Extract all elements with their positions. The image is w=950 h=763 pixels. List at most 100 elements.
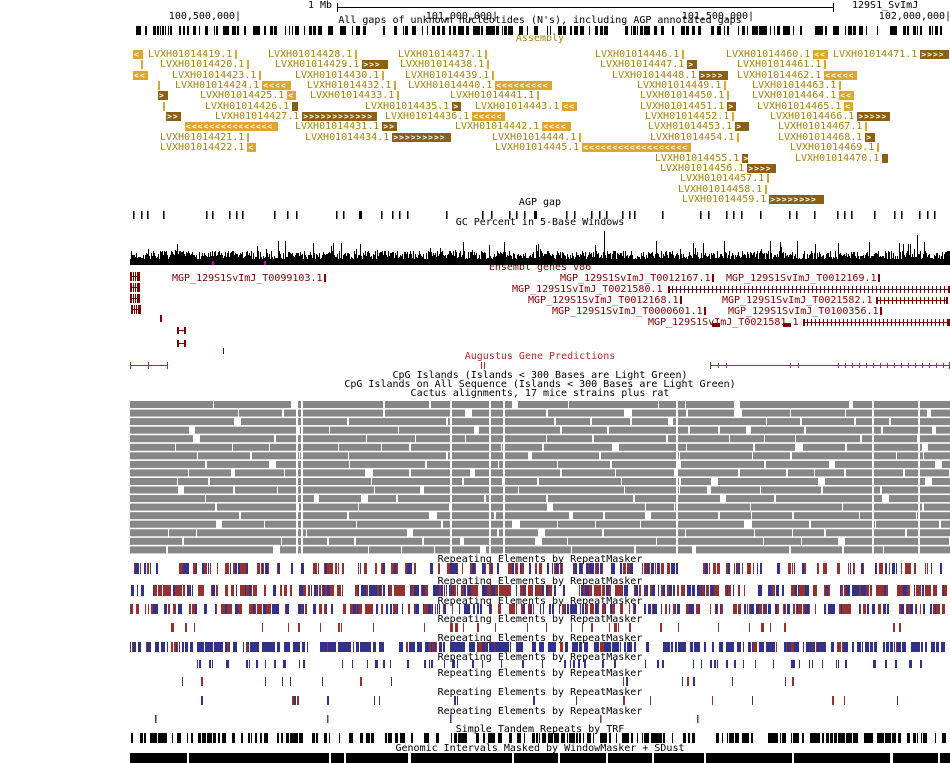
gene-small-glyph[interactable] (177, 340, 186, 347)
assembly-item-label[interactable]: LVXH01014453.1 (648, 121, 733, 132)
assembly-item-bar[interactable]: >> (382, 122, 398, 131)
gene-item-label[interactable]: MGP_129S1SvImJ_T0021582.1 (722, 295, 873, 306)
assembly-item-bar[interactable] (485, 50, 488, 59)
gc-percent-track[interactable] (130, 231, 950, 265)
assembly-item-label[interactable]: LVXH01014451.1 (640, 101, 725, 112)
assembly-item-bar[interactable] (537, 91, 540, 100)
assembly-item-label[interactable]: LVXH01014422.1 (160, 142, 245, 153)
assembly-item-bar[interactable]: >>>>> (857, 112, 891, 121)
assembly-item-label[interactable]: LVXH01014454.1 (650, 132, 735, 143)
assembly-item-bar[interactable] (247, 133, 250, 142)
assembly-item-bar[interactable] (724, 81, 727, 90)
gene-edge-glyph[interactable] (130, 283, 140, 292)
assembly-item-label[interactable]: LVXH01014468.1 (778, 132, 863, 143)
assembly-item-bar[interactable] (839, 81, 842, 90)
all-gaps-track[interactable] (130, 26, 950, 35)
assembly-item-bar[interactable]: <<<<< (824, 71, 858, 80)
assembly-item-label[interactable]: LVXH01014442.1 (455, 121, 540, 132)
gene-item-label[interactable]: MGP_129S1SvImJ_T0012168.1 (528, 295, 679, 306)
gene-structure[interactable] (803, 319, 950, 326)
assembly-item-label[interactable]: LVXH01014459.1 (682, 194, 767, 205)
assembly-item-label[interactable]: LVXH01014421.1 (160, 132, 245, 143)
assembly-item-label[interactable]: LVXH01014444.1 (492, 132, 577, 143)
assembly-item-label[interactable]: LVXH01014439.1 (405, 70, 490, 81)
assembly-item-bar[interactable] (737, 133, 740, 142)
assembly-item-bar[interactable] (163, 102, 165, 111)
assembly-item-label[interactable]: LVXH01014443.1 (475, 101, 560, 112)
assembly-item-label[interactable]: LVXH01014447.1 (600, 59, 685, 70)
gene-item-label[interactable]: MGP_129S1SvImJ_T0021580.1 (512, 284, 663, 295)
assembly-item-bar[interactable] (259, 71, 262, 80)
assembly-item-label[interactable]: LVXH01014449.1 (637, 80, 722, 91)
gene-small-glyph[interactable] (177, 327, 186, 334)
gene-item-label[interactable]: MGP_129S1SvImJ_T0012169.1 (726, 273, 877, 284)
gene-item-label[interactable]: MGP_129S1SvImJ_T0000601.1 (552, 306, 703, 317)
assembly-item-bar[interactable]: >>>> (920, 50, 950, 59)
assembly-item-label[interactable]: LVXH01014426.1 (205, 101, 290, 112)
assembly-item-bar[interactable]: >>>>>>>> (769, 195, 825, 204)
assembly-item-label[interactable]: LVXH01014469.1 (790, 142, 875, 153)
assembly-item-bar[interactable] (682, 50, 685, 59)
gene-item-tick[interactable] (680, 296, 682, 304)
assembly-item-label[interactable]: LVXH01014455.1 (655, 153, 740, 164)
assembly-item-bar[interactable]: >>>>>>>>> (392, 133, 452, 142)
repeatmasker-track-4[interactable] (130, 623, 950, 632)
assembly-item-label[interactable]: LVXH01014461.1 (737, 59, 822, 70)
assembly-item-bar[interactable]: >>>> (699, 71, 729, 80)
gene-small-mark[interactable] (783, 323, 791, 327)
assembly-item-bar[interactable] (247, 60, 250, 69)
assembly-item-label[interactable]: LVXH01014460.1 (726, 49, 811, 60)
repeatmasker-track-9[interactable] (130, 715, 950, 723)
repeatmasker-track-2[interactable] (130, 585, 950, 596)
assembly-item-label[interactable]: LVXH01014437.1 (398, 49, 483, 60)
assembly-item-label[interactable]: LVXH01014427.1 (215, 111, 300, 122)
augustus-gene-structure[interactable] (130, 362, 168, 370)
repeatmasker-track-3[interactable] (130, 604, 950, 614)
assembly-item-label[interactable]: LVXH01014445.1 (495, 142, 580, 153)
assembly-item-label[interactable]: LVXH01014429.1 (275, 59, 360, 70)
assembly-item-label[interactable]: LVXH01014420.1 (160, 59, 245, 70)
assembly-item-label[interactable]: LVXH01014436.1 (385, 111, 470, 122)
assembly-item-label[interactable]: LVXH01014464.1 (752, 90, 837, 101)
gene-small-mark[interactable] (160, 315, 162, 322)
assembly-item-bar[interactable]: <<<<<<<<< (495, 81, 553, 90)
agp-gap-track[interactable] (130, 211, 950, 219)
assembly-item-bar[interactable] (487, 60, 490, 69)
gene-edge-glyph[interactable] (130, 272, 140, 281)
assembly-item-bar[interactable]: > (727, 102, 737, 111)
assembly-item-bar[interactable]: << (813, 50, 829, 59)
assembly-item-bar[interactable]: >>>> (747, 164, 777, 173)
repeatmasker-track-5[interactable] (130, 642, 950, 652)
assembly-item-label[interactable]: LVXH01014462.1 (737, 70, 822, 81)
assembly-item-label[interactable]: LVXH01014423.1 (172, 70, 257, 81)
gene-item-tick[interactable] (324, 274, 326, 282)
assembly-item-bar[interactable] (727, 91, 730, 100)
gene-structure[interactable] (668, 286, 950, 293)
repeatmasker-track-7[interactable] (130, 677, 950, 686)
assembly-item-label[interactable]: LVXH01014428.1 (268, 49, 353, 60)
assembly-item-bar[interactable]: >> (166, 112, 181, 121)
windowmasker-track[interactable] (130, 753, 950, 763)
assembly-item-bar[interactable]: >>>>>>>>>>>> (302, 112, 378, 121)
assembly-item-bar[interactable]: < (133, 50, 143, 59)
assembly-item-label[interactable]: LVXH01014456.1 (660, 163, 745, 174)
assembly-item-bar[interactable] (292, 102, 299, 111)
gene-item-label[interactable]: MGP_129S1SvImJ_T0099103.1 (172, 273, 323, 284)
gene-item-tick[interactable] (712, 274, 714, 282)
assembly-item-bar[interactable]: > (687, 60, 698, 69)
assembly-item-label[interactable]: LVXH01014466.1 (770, 111, 855, 122)
assembly-item-bar[interactable]: >>> (362, 60, 389, 69)
repeatmasker-track-6[interactable] (130, 660, 950, 668)
assembly-item-label[interactable]: LVXH01014431.1 (295, 121, 380, 132)
assembly-item-bar[interactable] (579, 133, 582, 142)
gene-item-tick[interactable] (704, 307, 706, 315)
assembly-item-bar[interactable] (824, 60, 827, 69)
assembly-item-label[interactable]: LVXH01014446.1 (595, 49, 680, 60)
assembly-item-bar[interactable]: <<<< (262, 81, 292, 90)
assembly-item-bar[interactable] (877, 143, 880, 152)
assembly-item-bar[interactable]: << (839, 91, 855, 100)
assembly-item-bar[interactable] (492, 71, 495, 80)
assembly-item-bar[interactable]: > (452, 102, 462, 111)
assembly-item-label[interactable]: LVXH01014425.1 (200, 90, 285, 101)
assembly-item-label[interactable]: LVXH01014434.1 (305, 132, 390, 143)
